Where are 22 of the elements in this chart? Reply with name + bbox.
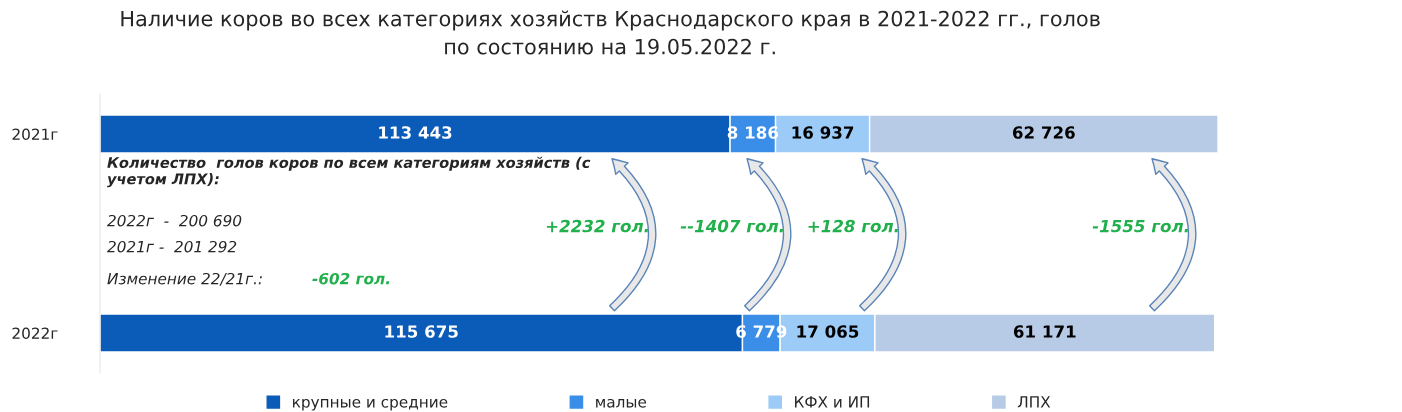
annotation: --1407 гол. bbox=[680, 219, 783, 233]
annotation: -602 гол. bbox=[312, 272, 390, 285]
annotation: 2022г - 200 690 bbox=[107, 214, 242, 227]
annotation: Изменение 22/21г.: bbox=[107, 272, 262, 286]
chart-title: Наличие коров во всех категориях хозяйств Краснодарского края в 2021-2022 гг., голов по состоянию на 19.05.2022 г. bbox=[121, 10, 1100, 55]
annotation: Количество голов коров по всем категориям хозяйств (с учетом ЛПХ): bbox=[107, 156, 591, 188]
annotation: +2232 гол. bbox=[546, 219, 648, 233]
annotation: -1555 гол. bbox=[1092, 219, 1188, 233]
data-label: 62 726 bbox=[1012, 126, 1075, 139]
annotation: +128 гол. bbox=[808, 219, 898, 233]
data-label: 17 065 bbox=[797, 325, 859, 338]
legend-label: ЛПХ bbox=[1017, 396, 1051, 408]
data-label: 115 675 bbox=[385, 325, 458, 338]
data-label: 113 443 bbox=[379, 126, 452, 139]
legend-label: малые bbox=[596, 398, 647, 408]
y-tick-label: 2021г bbox=[12, 128, 58, 141]
annotation: 2021г - 201 292 bbox=[107, 240, 237, 253]
legend-label: крупные и средние bbox=[293, 398, 448, 411]
data-label: 61 171 bbox=[1013, 325, 1076, 338]
y-tick-label: 2022г bbox=[12, 327, 58, 340]
data-label: 16 937 bbox=[792, 126, 854, 139]
legend-label: КФХ и ИП bbox=[795, 396, 870, 408]
